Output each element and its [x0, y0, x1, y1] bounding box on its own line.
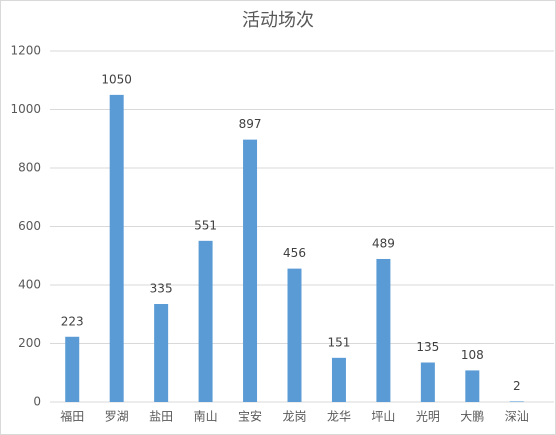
value-label: 151	[328, 335, 351, 349]
x-tick-label: 罗湖	[105, 409, 129, 424]
value-label: 551	[194, 218, 217, 232]
bar	[65, 336, 80, 402]
bar	[198, 240, 213, 402]
bar	[465, 370, 480, 402]
y-tick-label: 0	[33, 395, 41, 409]
bar	[243, 139, 258, 402]
y-tick-label: 1200	[10, 44, 41, 58]
value-label: 489	[372, 236, 395, 250]
bar	[509, 401, 524, 402]
bar	[154, 304, 169, 402]
x-tick-label: 宝安	[238, 409, 262, 424]
value-label: 456	[283, 246, 306, 260]
x-tick-label: 大鹏	[460, 410, 484, 424]
value-label: 897	[239, 117, 262, 131]
chart-title: 活动场次	[242, 10, 314, 31]
x-tick-label: 龙华	[327, 410, 351, 424]
bar	[287, 268, 302, 402]
value-label: 335	[150, 282, 173, 296]
bar	[109, 94, 124, 402]
x-tick-label: 坪山	[371, 410, 395, 424]
value-label: 1050	[101, 72, 132, 86]
value-label: 108	[461, 348, 484, 362]
value-label: 223	[61, 314, 84, 328]
bar	[420, 362, 435, 402]
x-tick-label: 光明	[416, 410, 440, 424]
value-label: 2	[513, 379, 521, 393]
x-tick-label: 南山	[194, 409, 218, 424]
x-tick-label: 福田	[60, 409, 84, 424]
value-label: 135	[416, 340, 439, 354]
bar	[376, 258, 391, 402]
x-tick-label: 龙岗	[282, 410, 306, 424]
y-tick-label: 800	[18, 161, 41, 175]
y-tick-label: 1000	[10, 102, 41, 116]
x-tick-label: 盐田	[149, 410, 173, 424]
x-tick-label: 深汕	[505, 410, 529, 424]
y-tick-label: 400	[18, 278, 41, 292]
y-tick-label: 600	[18, 219, 41, 233]
y-tick-label: 200	[18, 336, 41, 350]
bar	[331, 357, 346, 402]
